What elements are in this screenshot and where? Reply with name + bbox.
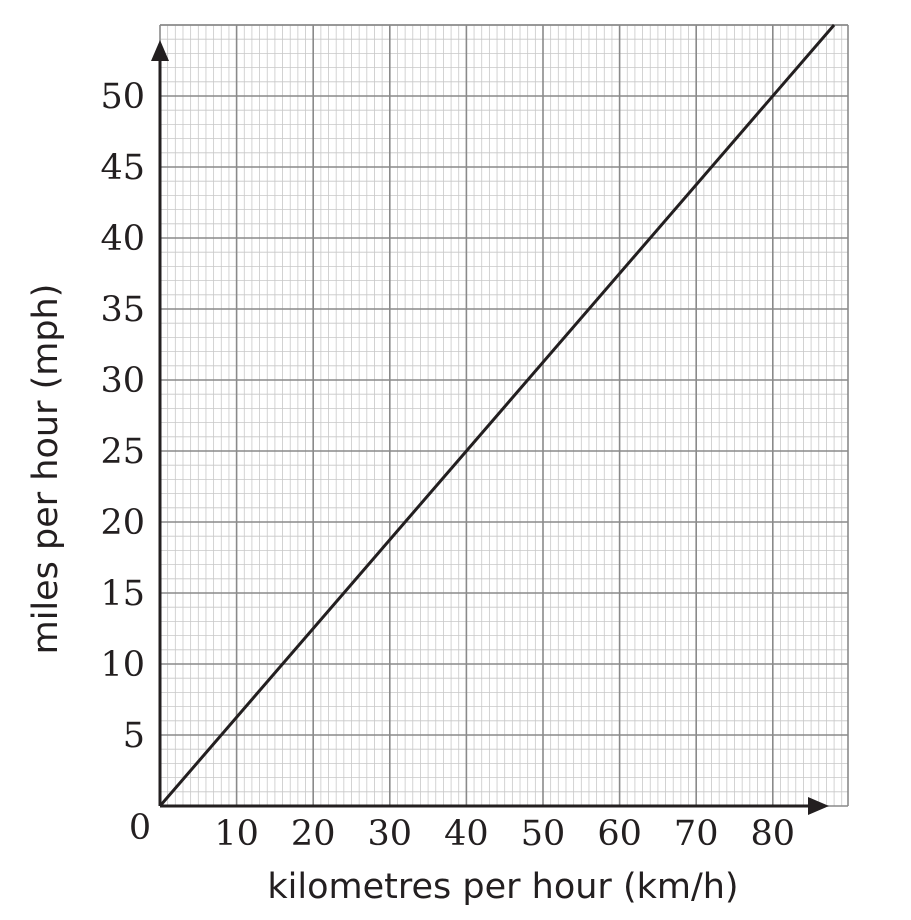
y-tick-label: 45 (100, 148, 145, 188)
y-tick-label: 30 (100, 361, 145, 401)
y-tick-label: 35 (100, 290, 145, 330)
grid-major (159, 24, 849, 807)
y-tick-label: 50 (100, 77, 145, 117)
grid-minor (160, 25, 848, 806)
x-tick-label: 20 (291, 814, 336, 854)
y-axis-arrow-icon (151, 40, 169, 61)
y-tick-label: 15 (100, 574, 145, 614)
x-tick-label: 50 (521, 814, 566, 854)
series-layer (158, 24, 836, 807)
x-axis-label: kilometres per hour (km/h) (267, 867, 738, 907)
x-tick-label: 40 (444, 814, 489, 854)
series-line-0 (158, 24, 836, 807)
y-axis-label: miles per hour (mph) (26, 284, 66, 655)
x-axis-arrow-icon (808, 797, 829, 815)
y-tick-label: 10 (100, 645, 145, 685)
x-tick-label: 30 (368, 814, 413, 854)
origin-label: 0 (129, 808, 151, 848)
y-tick-label: 40 (100, 219, 145, 259)
y-tick-label: 25 (100, 432, 145, 472)
x-tick-label: 70 (674, 814, 719, 854)
x-tick-label: 60 (597, 814, 642, 854)
x-tick-label: 10 (214, 814, 259, 854)
y-tick-label: 5 (123, 716, 145, 756)
y-tick-label: 20 (100, 503, 145, 543)
x-tick-label: 80 (751, 814, 796, 854)
axes-layer (151, 40, 829, 815)
ticks-layer: 0 10 20 30 40 50 60 70 80 5 10 15 20 25 30 35 40 45 50 (100, 77, 795, 854)
